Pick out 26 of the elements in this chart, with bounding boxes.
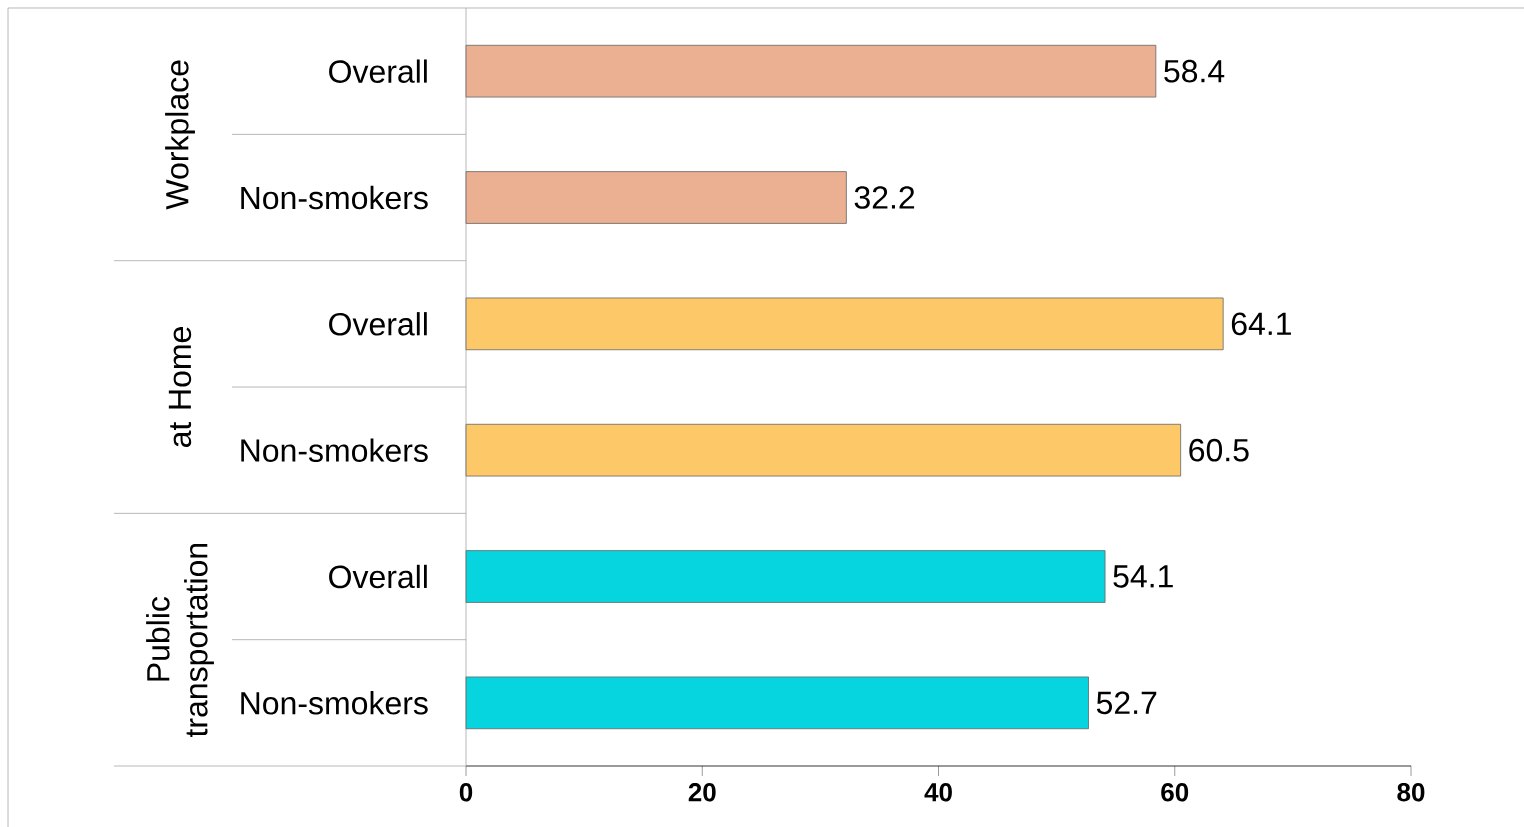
bar — [465, 550, 1106, 603]
text: Public transportation — [146, 543, 214, 738]
x-tick-label: 20 — [688, 783, 716, 802]
text: Workplace — [165, 60, 195, 210]
y-tick-label: Overall — [329, 564, 427, 589]
x-tick-label: 60 — [1161, 783, 1189, 802]
data-label: 52.7 — [1096, 691, 1157, 715]
y-tick-label: Overall — [329, 312, 427, 336]
data-label: 64.1 — [1231, 312, 1291, 336]
bar — [465, 676, 1089, 730]
bar — [465, 297, 1224, 351]
y-tick-label: Non-smokers — [241, 185, 428, 210]
data-label: 60.5 — [1189, 438, 1249, 462]
data-label: 58.4 — [1164, 59, 1225, 83]
text: at Home — [168, 327, 192, 448]
x-tick-label: 40 — [924, 783, 952, 802]
data-label: 54.1 — [1113, 565, 1173, 588]
x-tick-label: 80 — [1397, 783, 1425, 802]
y-tick-label: Non-smokers — [241, 438, 428, 462]
y-tick-label: Overall — [329, 59, 427, 83]
bar — [465, 171, 847, 224]
y-tick-label: Non-smokers — [241, 691, 428, 715]
bar — [465, 44, 1157, 98]
data-label: 32.2 — [854, 186, 915, 209]
bar — [465, 423, 1182, 477]
x-tick-label: 0 — [459, 783, 473, 802]
